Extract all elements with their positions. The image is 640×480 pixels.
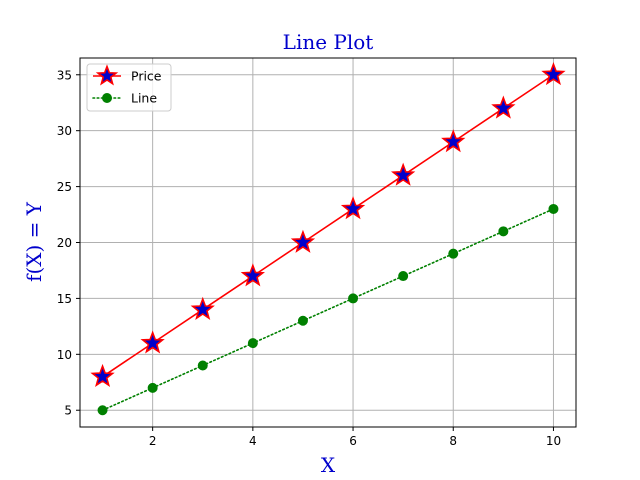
legend: Price Line [86, 63, 172, 112]
legend-label: Price [131, 69, 162, 84]
y-tick-label: 30 [57, 124, 72, 138]
series-line [101, 208, 555, 412]
data-point [247, 338, 258, 349]
y-tick-label: 15 [57, 292, 72, 306]
y-tick-label: 20 [57, 236, 72, 250]
chart-title: Line Plot [283, 30, 374, 54]
series-line [102, 74, 554, 378]
y-axis-label: f(X) = Y [22, 201, 46, 282]
data-point [498, 226, 509, 237]
data-point [491, 95, 516, 119]
data-point [90, 363, 115, 388]
data-point [448, 248, 459, 259]
data-point [190, 296, 215, 320]
x-tick-label: 8 [449, 434, 457, 448]
data-point [541, 61, 566, 86]
legend-marker [102, 93, 112, 103]
x-tick-label: 10 [546, 434, 561, 448]
data-point [340, 196, 366, 220]
x-tick-label: 2 [149, 434, 157, 448]
data-point [140, 330, 165, 354]
data-point [197, 360, 208, 371]
data-point [147, 382, 158, 393]
y-tick-label: 25 [57, 180, 72, 194]
data-point [290, 229, 316, 253]
data-point [348, 293, 359, 304]
x-tick-label: 6 [349, 434, 357, 448]
series-price [90, 61, 566, 388]
data-point [240, 263, 266, 287]
y-tick-label: 5 [64, 404, 72, 418]
data-point [297, 315, 308, 326]
legend-item: Line [92, 91, 157, 106]
data-point [548, 203, 559, 214]
x-tick-label: 4 [249, 434, 257, 448]
x-axis-label: X [321, 453, 336, 477]
legend-label: Line [131, 91, 157, 106]
y-tick-label: 10 [57, 348, 72, 362]
data-point [441, 129, 466, 153]
legend-marker [95, 64, 119, 86]
y-tick-label: 35 [57, 68, 72, 82]
data-point [398, 271, 409, 282]
grid [80, 58, 576, 427]
ticks: 2 4 6 8 10 5 10 15 20 25 30 35 [57, 68, 561, 448]
series-layer [90, 61, 566, 416]
data-point [390, 162, 416, 186]
legend-item: Price [93, 64, 162, 86]
series-line [97, 203, 559, 416]
data-point [97, 405, 108, 416]
